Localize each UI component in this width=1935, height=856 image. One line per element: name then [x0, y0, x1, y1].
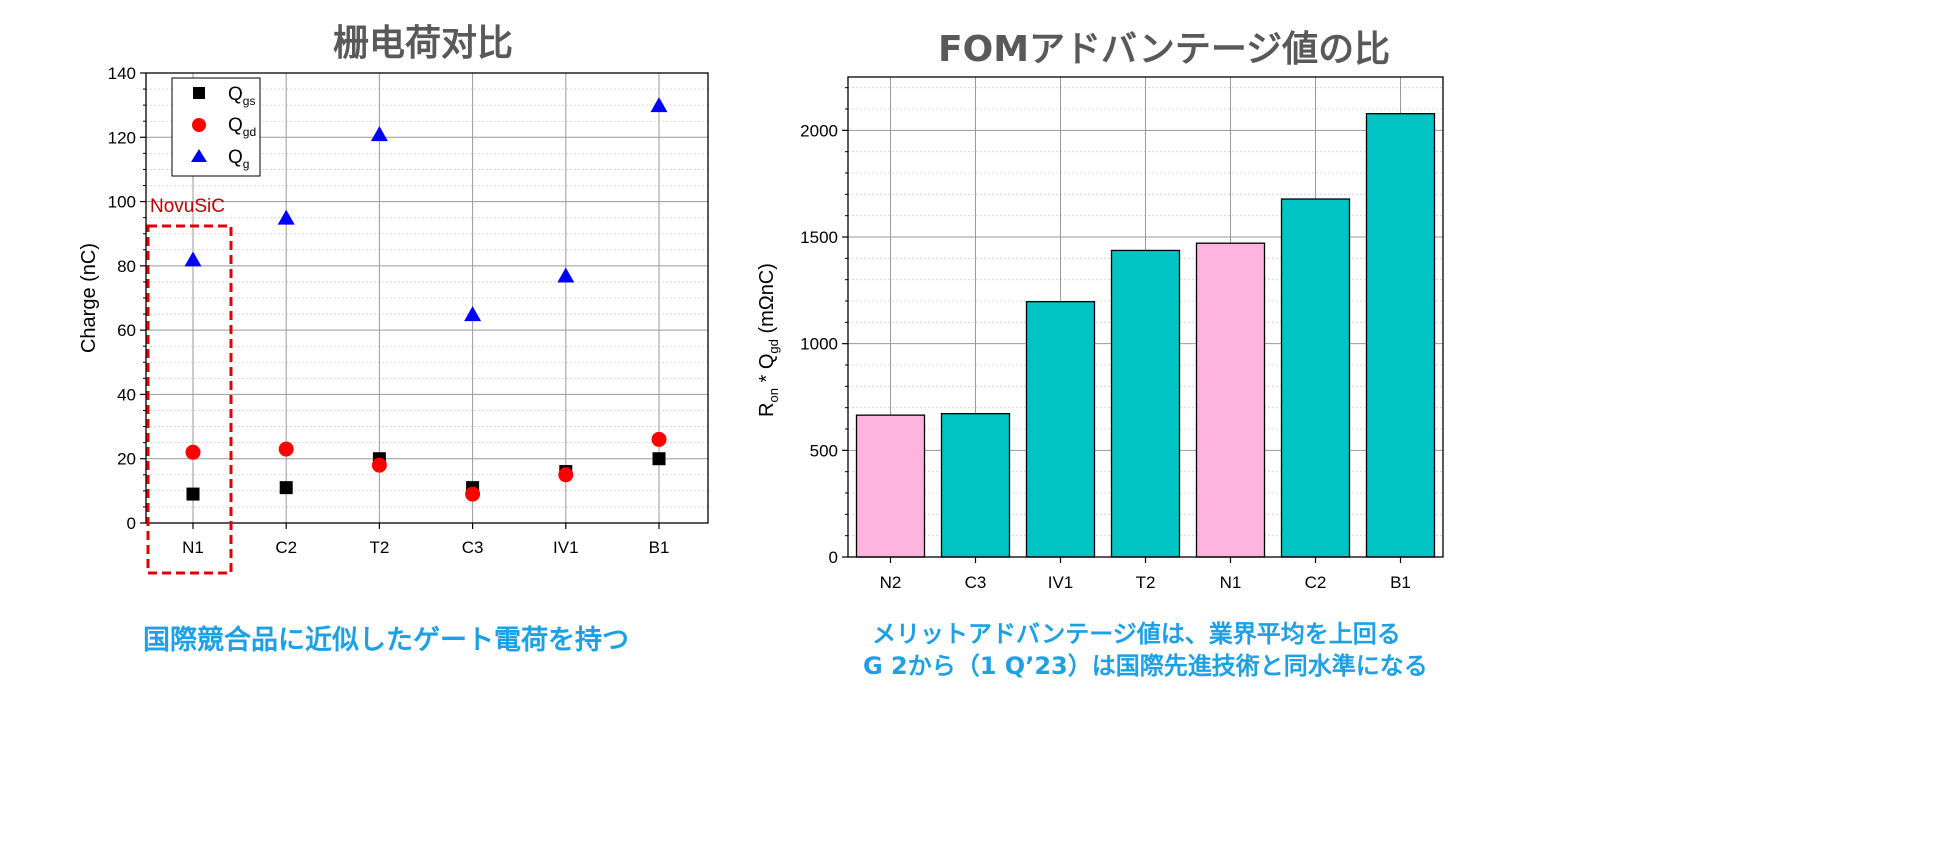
fom-bar [940, 412, 1011, 558]
legend-square-marker [193, 87, 205, 99]
left-gridlines [146, 72, 708, 524]
left-caption: 国際競合品に近似したゲート電荷を持つ [143, 625, 629, 656]
fom-bar [1365, 113, 1436, 558]
right-caption-line2: G 2から（1 Q’23）は国際先進技術と同水準になる [863, 652, 1428, 680]
x-tick-label: T2 [1136, 573, 1156, 592]
y-tick-label: 0 [829, 548, 838, 567]
x-tick-label: N1 [1220, 573, 1242, 592]
qg-point [464, 306, 482, 322]
qgs-point [652, 452, 666, 466]
qgd-point [465, 486, 481, 502]
y-tick-label: 1000 [800, 335, 838, 354]
gate-charge-chart: 0 20 40 60 80 100 120 140 N1 C2 T2 C3 IV1 B1 Charge (… [78, 64, 709, 575]
legend-triangle-marker [191, 149, 207, 162]
novusic-annotation: NovuSiC [150, 196, 225, 217]
x-tick-label: C3 [462, 538, 484, 557]
qgs-point [186, 487, 200, 501]
y-tick-label: 80 [117, 257, 136, 276]
legend-circle-marker [192, 118, 206, 132]
x-tick-label: N1 [182, 538, 204, 557]
y-tick-label: 100 [108, 193, 136, 212]
x-tick-label: C2 [275, 538, 297, 557]
y-tick-label: 140 [108, 64, 136, 83]
qg-point [650, 97, 668, 113]
x-tick-label: IV1 [1048, 573, 1074, 592]
left-chart-title: 栅电荷对比 [333, 23, 514, 64]
left-axes: 0 20 40 60 80 100 120 140 N1 C2 T2 C3 IV1 B1 [108, 64, 670, 557]
x-tick-label: IV1 [553, 538, 579, 557]
left-y-axis-label: Charge (nC) [78, 243, 100, 353]
x-tick-label: C2 [1305, 573, 1327, 592]
qg-point [184, 251, 202, 267]
qg-point [557, 267, 575, 283]
right-chart-title: FOMアドバンテージ値の比 [938, 29, 1391, 70]
y-tick-label: 20 [117, 450, 136, 469]
fom-bar [1195, 242, 1266, 558]
qg-point [370, 126, 388, 142]
y-tick-label: 500 [810, 441, 838, 460]
fom-bar [855, 414, 926, 558]
qgd-point [371, 457, 387, 473]
qgd-point [558, 467, 574, 483]
x-tick-label: B1 [649, 538, 670, 557]
x-tick-label: N2 [880, 573, 902, 592]
qgd-point [278, 441, 294, 457]
novusic-highlight-box [146, 224, 233, 575]
right-y-axis-label: Ron * Qgd (mΩnC) [756, 263, 781, 417]
fom-bar [1280, 198, 1351, 558]
qgd-point [185, 444, 201, 460]
right-caption-line1: メリットアドバンテージ値は、業界平均を上回る [872, 620, 1401, 648]
fom-bar [1025, 300, 1096, 558]
qgs-point [279, 481, 293, 495]
qg-point [277, 209, 295, 225]
right-axes: 0 500 1000 1500 2000 N2 C3 IV1 T2 N1 C2 B1 [800, 87, 1411, 592]
right-bars [855, 113, 1436, 558]
left-data-points [184, 97, 668, 502]
y-tick-label: 40 [117, 385, 136, 404]
x-tick-label: C3 [965, 573, 987, 592]
fom-bar-chart: 0 500 1000 1500 2000 N2 C3 IV1 T2 N1 C2 B1 Ron * Qg… [756, 76, 1444, 592]
left-legend: Qgs Qgd Qg [171, 77, 261, 177]
x-tick-label: T2 [369, 538, 389, 557]
y-tick-label: 0 [127, 514, 136, 533]
fom-bar [1110, 249, 1181, 558]
legend-label-qgs: Qgs [228, 84, 255, 108]
legend-label-qg: Qg [228, 147, 249, 171]
legend-label-qgd: Qgd [228, 115, 256, 139]
qgd-point [651, 431, 667, 447]
y-tick-label: 60 [117, 321, 136, 340]
y-tick-label: 120 [108, 128, 136, 147]
y-tick-label: 1500 [800, 228, 838, 247]
y-tick-label: 2000 [800, 121, 838, 140]
x-tick-label: B1 [1390, 573, 1411, 592]
